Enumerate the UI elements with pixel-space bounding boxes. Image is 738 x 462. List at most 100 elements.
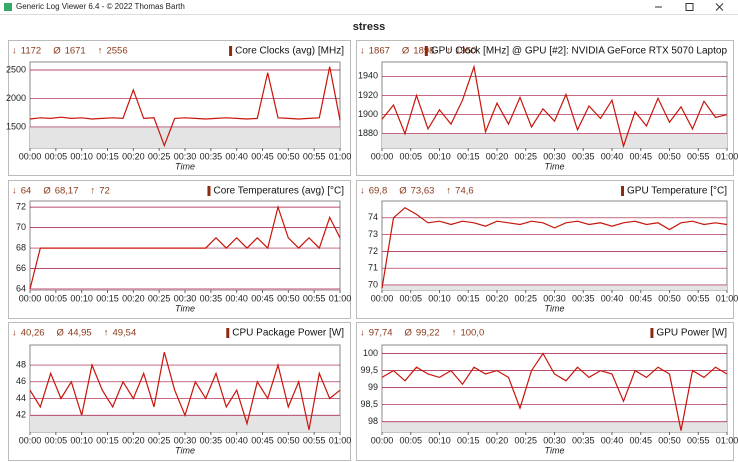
y-tick-label: 71	[368, 263, 378, 273]
stat-symbol: ↓	[360, 46, 365, 57]
stat-symbol: ↓	[360, 186, 365, 197]
series-line	[29, 352, 341, 430]
maximize-button[interactable]	[685, 3, 694, 11]
x-tick-label: 00:45	[629, 435, 652, 445]
x-tick-label: 00:25	[148, 151, 171, 161]
stat-symbol: ↑	[446, 46, 451, 57]
x-tick-label: 00:45	[251, 293, 274, 303]
x-tick-label: 00:40	[601, 435, 624, 445]
plot-shade	[382, 133, 727, 148]
stat-value: 72	[99, 186, 110, 197]
stat-value: 64	[21, 186, 32, 197]
stat-symbol: ↑	[91, 186, 96, 197]
stat-symbol: ↓	[360, 328, 365, 339]
x-tick-label: 00:55	[303, 293, 326, 303]
x-tick-label: 00:00	[19, 293, 42, 303]
legend-swatch	[226, 328, 230, 338]
series-line	[29, 204, 341, 290]
x-tick-label: 01:00	[329, 151, 352, 161]
x-tick-label: 01:00	[329, 435, 352, 445]
y-tick-label: 68	[16, 242, 26, 252]
y-tick-label: 2500	[6, 64, 26, 74]
x-tick-label: 00:15	[96, 435, 119, 445]
stat-value: 40,26	[21, 328, 45, 339]
y-tick-label: 64	[16, 283, 26, 293]
stat-symbol: Ø	[402, 46, 410, 57]
plot-area	[381, 200, 728, 291]
x-axis-label: Time	[175, 303, 195, 313]
x-tick-label: 00:20	[486, 435, 509, 445]
x-tick-label: 00:40	[225, 151, 248, 161]
stat-symbol: Ø	[43, 186, 51, 197]
legend-swatch	[424, 46, 428, 56]
stat-value: 49,54	[112, 328, 136, 339]
legend-label: GPU Clock [MHz] @ GPU [#2]: NVIDIA GeFor…	[431, 46, 728, 57]
x-tick-label: 00:50	[658, 435, 681, 445]
stat-value: 1898	[413, 46, 434, 57]
stat-value: 73,63	[411, 186, 435, 197]
legend-swatch	[650, 328, 654, 338]
y-tick-label: 1920	[358, 90, 378, 100]
x-tick-label: 00:30	[543, 293, 566, 303]
x-tick-label: 00:15	[457, 435, 480, 445]
x-tick-label: 00:00	[371, 293, 394, 303]
x-tick-label: 00:05	[45, 435, 68, 445]
x-tick-label: 00:20	[122, 151, 145, 161]
x-tick-label: 00:50	[658, 293, 681, 303]
stat-value: 99,22	[416, 328, 440, 339]
x-tick-label: 00:10	[70, 151, 93, 161]
x-tick-label: 00:10	[70, 293, 93, 303]
x-tick-label: 00:55	[687, 435, 710, 445]
x-tick-label: 00:05	[399, 151, 422, 161]
y-tick-label: 48	[16, 359, 26, 369]
x-tick-label: 00:20	[486, 151, 509, 161]
stat-value: 69,8	[369, 186, 388, 197]
x-tick-label: 00:35	[200, 151, 223, 161]
x-tick-label: 00:05	[45, 293, 68, 303]
legend-label: Core Temperatures (avg) [°C]	[213, 186, 344, 197]
y-tick-label: 74	[368, 212, 378, 222]
plot-area	[381, 344, 728, 433]
x-tick-label: 00:05	[399, 435, 422, 445]
series-line	[381, 352, 728, 431]
x-tick-label: 00:50	[277, 435, 300, 445]
y-tick-label: 99	[368, 382, 378, 392]
x-tick-label: 01:00	[716, 435, 738, 445]
x-tick-label: 00:45	[629, 293, 652, 303]
stat-value: 100,0	[460, 328, 484, 339]
x-tick-label: 00:40	[225, 293, 248, 303]
plot-shade	[382, 284, 727, 290]
x-tick-label: 00:10	[428, 293, 451, 303]
x-tick-label: 00:30	[174, 151, 197, 161]
y-tick-label: 98	[368, 416, 378, 426]
x-tick-label: 00:45	[251, 435, 274, 445]
plot-shade	[30, 288, 340, 290]
y-tick-label: 42	[16, 410, 26, 420]
y-tick-label: 100	[363, 348, 378, 358]
close-button[interactable]	[715, 3, 724, 11]
legend-label: CPU Package Power [W]	[232, 328, 344, 339]
stat-symbol: ↓	[12, 46, 17, 57]
x-tick-label: 00:10	[428, 151, 451, 161]
x-axis-label: Time	[545, 445, 565, 455]
x-tick-label: 00:50	[277, 293, 300, 303]
legend-swatch	[229, 46, 233, 56]
y-tick-label: 1900	[358, 109, 378, 119]
x-tick-label: 01:00	[329, 293, 352, 303]
legend-label: GPU Temperature [°C]	[627, 186, 727, 197]
stat-symbol: ↑	[452, 328, 457, 339]
x-tick-label: 00:20	[122, 435, 145, 445]
y-tick-label: 72	[368, 246, 378, 256]
y-tick-label: 1940	[358, 71, 378, 81]
legend-swatch	[207, 186, 211, 196]
y-tick-label: 44	[16, 393, 26, 403]
x-tick-label: 00:40	[601, 151, 624, 161]
x-tick-label: 00:55	[303, 151, 326, 161]
stat-symbol: Ø	[53, 46, 61, 57]
x-tick-label: 00:25	[514, 151, 537, 161]
x-tick-label: 00:50	[658, 151, 681, 161]
x-axis-label: Time	[545, 161, 565, 171]
x-tick-label: 00:30	[543, 151, 566, 161]
y-tick-label: 73	[368, 229, 378, 239]
